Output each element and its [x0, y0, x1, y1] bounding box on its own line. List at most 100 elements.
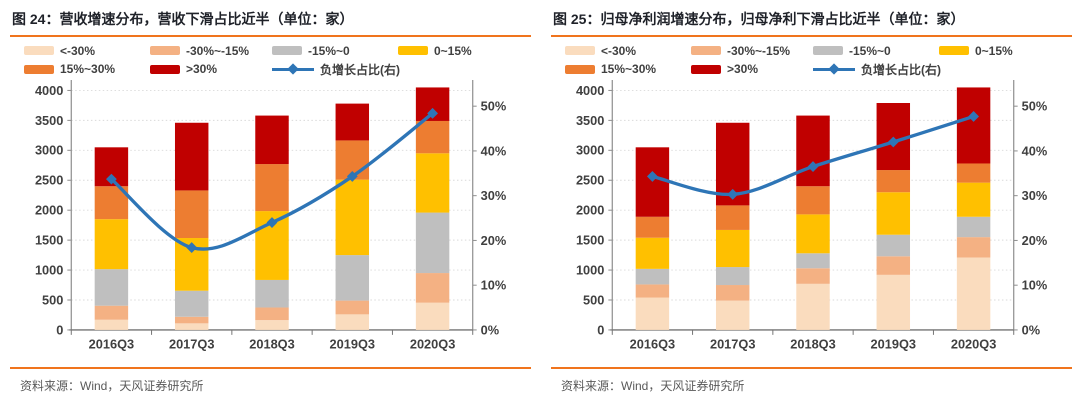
bar-segment — [174, 290, 209, 317]
figure-25-panel: 图 25：归母净利润增速分布，归母净利下滑占比近半（单位：家） <-30% -30… — [551, 6, 1072, 400]
bar-segment — [335, 300, 370, 315]
bar-segment — [94, 319, 129, 330]
right-axis-label: 0% — [1022, 322, 1041, 337]
legend-swatch-icon — [24, 64, 54, 74]
bar-segment — [635, 146, 670, 217]
figure-25-chart: 0 500 1000 1500 2000 2500 3000 3500 4000 0% 10% 20%… — [576, 79, 1048, 351]
bar-segment — [335, 179, 370, 255]
bar-segment — [255, 279, 289, 308]
legend-item-line: 负增长占比(右) — [272, 61, 400, 78]
bar-segment — [796, 214, 830, 253]
bar-segment — [635, 268, 670, 285]
x-axis-label: 2016Q3 — [89, 336, 134, 351]
legend-swatch-icon — [939, 46, 969, 56]
legend-label: <-30% — [601, 43, 637, 58]
bar-segment — [876, 255, 911, 275]
legend-swatch-icon — [150, 64, 180, 74]
left-axis-label: 2500 — [35, 172, 63, 187]
bar-segment — [255, 319, 289, 330]
legend-item: >30% — [150, 61, 272, 78]
right-axis-label: 30% — [1022, 188, 1048, 203]
line-marker-diamond — [968, 110, 980, 122]
bar-segment — [876, 234, 911, 256]
legend-swatch-icon — [24, 46, 54, 56]
right-axis-label: 0% — [481, 322, 500, 337]
bar-segment — [255, 115, 289, 164]
bar-segment — [715, 284, 750, 301]
figure-24-panel: 图 24：营收增速分布，营收下滑占比近半（单位：家） <-30% -30%~-15… — [10, 6, 531, 400]
bar-segment — [335, 254, 370, 301]
bar-segment — [635, 297, 670, 330]
legend-swatch-icon — [691, 64, 721, 74]
legend-item: -15%~0 — [272, 44, 398, 58]
bar-segment — [335, 103, 370, 141]
right-axis-label: 50% — [1022, 98, 1048, 113]
legend-item: 15%~30% — [565, 61, 691, 78]
legend-line-marker-icon — [813, 63, 855, 75]
bar-segment — [796, 185, 830, 215]
bar-segment — [796, 283, 830, 330]
left-axis-label: 2000 — [576, 202, 604, 217]
bar-segment — [94, 218, 129, 269]
legend-item: -30%~-15% — [150, 44, 272, 58]
bar-segment — [956, 216, 991, 237]
legend-item: -30%~-15% — [691, 44, 813, 58]
x-axis-label: 2020Q3 — [951, 336, 996, 351]
bar-segment — [715, 266, 750, 285]
left-axis-label: 3000 — [576, 142, 604, 157]
legend-item: -15%~0 — [813, 44, 939, 58]
bar-segment — [956, 236, 991, 258]
legend-item: 15%~30% — [24, 61, 150, 78]
left-axis-label: 1500 — [576, 232, 604, 247]
left-axis-label: 3000 — [35, 142, 63, 157]
legend-swatch-icon — [813, 46, 843, 56]
bar-segment — [796, 115, 830, 186]
legend-label: -15%~0 — [849, 43, 891, 58]
figure-24-chart: 0 500 1000 1500 2000 2500 3000 3500 4000 0% 10% 20%… — [35, 79, 507, 351]
legend-label: -15%~0 — [308, 43, 350, 58]
bar-segment — [415, 272, 450, 303]
x-axis-label: 2018Q3 — [249, 336, 294, 351]
right-axis-label: 40% — [481, 143, 507, 158]
legend-item-line: 负增长占比(右) — [813, 61, 941, 78]
x-axis-label: 2018Q3 — [790, 336, 835, 351]
legend-item: <-30% — [24, 44, 150, 58]
right-axis-label: 20% — [1022, 233, 1048, 248]
legend-line-marker-icon — [272, 63, 314, 75]
legend-label: -30%~-15% — [186, 43, 250, 58]
bar-segment — [876, 274, 911, 330]
bar-segment — [415, 302, 450, 330]
bar-segment — [335, 314, 370, 330]
legend-label: 负增长占比(右) — [320, 62, 400, 77]
legend-item: 0~15% — [398, 44, 531, 58]
bar-segment — [715, 205, 750, 230]
legend-item: <-30% — [565, 44, 691, 58]
bar-segment — [956, 163, 991, 183]
legend-label: 0~15% — [434, 43, 472, 58]
left-axis-label: 500 — [583, 292, 604, 307]
legend-label: 0~15% — [975, 43, 1013, 58]
x-axis-label: 2017Q3 — [710, 336, 755, 351]
line-marker-diamond — [727, 188, 739, 200]
left-axis-label: 0 — [56, 322, 63, 337]
right-axis-label: 30% — [481, 188, 507, 203]
bar-segment — [94, 305, 129, 320]
right-axis-label: 40% — [1022, 143, 1048, 158]
x-axis-label: 2016Q3 — [630, 336, 675, 351]
legend-swatch-icon — [272, 46, 302, 56]
left-axis-label: 4000 — [35, 83, 63, 98]
bar-segment — [956, 257, 991, 330]
bar-segment — [876, 191, 911, 235]
legend-item: >30% — [691, 61, 813, 78]
bar-segment — [796, 267, 830, 284]
legend-label: >30% — [727, 62, 759, 77]
legend-swatch-icon — [565, 64, 595, 74]
bar-segment — [255, 163, 289, 211]
bar-segment — [415, 120, 450, 153]
legend-item: 0~15% — [939, 44, 1072, 58]
legend-label: <-30% — [60, 43, 96, 58]
right-axis-label: 20% — [481, 233, 507, 248]
figure-25-legend: <-30% -30%~-15% -15%~0 0~15% 15%~30% >30% 负增长占… — [551, 37, 1072, 80]
bar-segment — [796, 252, 830, 268]
